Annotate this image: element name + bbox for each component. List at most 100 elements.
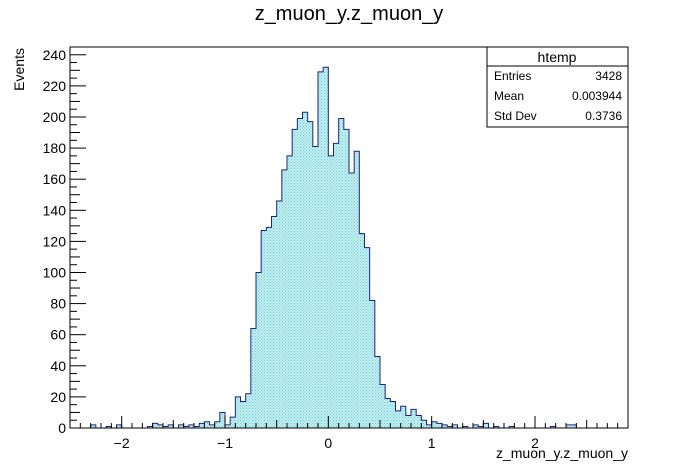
histogram-bar xyxy=(214,421,220,428)
x-tick-label: 2 xyxy=(531,435,539,451)
stats-value-entries: 3428 xyxy=(595,69,622,83)
histogram-bar xyxy=(106,426,112,428)
histogram-bar xyxy=(292,129,298,429)
x-tick-label: 1 xyxy=(428,435,436,451)
histogram-bar xyxy=(354,151,360,428)
histogram-bar xyxy=(442,424,448,428)
histogram-bar xyxy=(178,424,184,428)
histogram-bar xyxy=(188,424,194,428)
histogram-bar xyxy=(312,146,318,428)
histogram-bar xyxy=(338,118,344,428)
stats-box-title: htemp xyxy=(538,49,577,65)
histogram-bar xyxy=(250,328,256,428)
histogram-bar xyxy=(405,415,411,428)
histogram-bar xyxy=(462,426,468,428)
y-tick-label: 140 xyxy=(43,202,67,218)
y-tick-label: 160 xyxy=(43,171,67,187)
histogram-bar xyxy=(168,424,174,428)
histogram-bar xyxy=(256,272,262,428)
histogram-bar xyxy=(566,424,572,428)
histogram-bar xyxy=(245,393,251,428)
histogram-bar xyxy=(116,424,122,428)
histogram-bar xyxy=(152,423,158,428)
stats-label-mean: Mean xyxy=(494,89,524,103)
histogram-bar xyxy=(483,423,489,428)
histogram-bar xyxy=(385,398,391,428)
histogram-bar xyxy=(328,155,334,429)
histogram-bar xyxy=(297,118,303,428)
histogram-bar xyxy=(550,426,556,428)
histogram-bar xyxy=(240,401,246,428)
histogram-bar xyxy=(452,424,458,428)
histogram-bar xyxy=(478,426,484,428)
histogram-bar xyxy=(204,421,210,428)
histogram-bar xyxy=(266,227,272,428)
histogram-bar xyxy=(235,396,241,428)
histogram-bar xyxy=(364,247,370,428)
histogram-bar xyxy=(421,420,427,428)
histogram-bar xyxy=(411,409,417,428)
histogram-bar xyxy=(436,423,442,428)
histogram-bar xyxy=(380,384,386,428)
stats-box: htemp Entries 3428 Mean 0.003944 Std Dev… xyxy=(486,46,629,128)
histogram-bar xyxy=(323,67,329,428)
y-tick-label: 0 xyxy=(58,420,66,436)
histogram-bar xyxy=(431,421,437,428)
x-tick-label: −2 xyxy=(114,435,130,451)
y-tick-label: 20 xyxy=(50,389,66,405)
histogram-bar xyxy=(400,406,406,428)
histogram-bar xyxy=(225,424,231,428)
histogram-bar xyxy=(302,112,308,428)
y-tick-label: 180 xyxy=(43,140,67,156)
stats-box-frame xyxy=(486,46,629,128)
histogram-bar xyxy=(271,216,277,428)
histogram-bar xyxy=(343,129,349,429)
histogram-bar xyxy=(333,143,339,429)
histogram-bar xyxy=(416,415,422,428)
histogram-bar xyxy=(147,426,153,428)
histogram-bar xyxy=(509,426,515,428)
histogram-bar xyxy=(230,417,236,428)
x-tick-label: 0 xyxy=(324,435,332,451)
y-tick-label: 80 xyxy=(50,296,66,312)
y-tick-label: 240 xyxy=(43,47,67,63)
histogram-bar xyxy=(281,169,287,428)
histogram-bar xyxy=(493,426,499,428)
histogram-bar xyxy=(219,412,225,428)
histogram-bar xyxy=(307,121,313,428)
histogram-bar xyxy=(395,410,401,428)
histogram-bar xyxy=(287,155,293,429)
x-tick-label: −1 xyxy=(217,435,233,451)
histogram-bar xyxy=(390,401,396,428)
y-tick-label: 200 xyxy=(43,109,67,125)
histogram-bar xyxy=(359,233,365,428)
histogram-bar xyxy=(194,426,200,428)
y-tick-label: 60 xyxy=(50,327,66,343)
stats-value-mean: 0.003944 xyxy=(572,89,622,103)
x-axis-label: z_muon_y.z_muon_y xyxy=(496,445,628,461)
y-tick-label: 120 xyxy=(43,233,67,249)
histogram-bar xyxy=(209,424,215,428)
y-tick-label: 40 xyxy=(50,358,66,374)
histogram-bar xyxy=(183,426,189,428)
histogram-bar xyxy=(349,172,355,428)
histogram-bar xyxy=(447,426,453,428)
stats-value-stddev: 0.3736 xyxy=(585,109,622,123)
histogram-bar xyxy=(369,300,375,428)
y-tick-label: 100 xyxy=(43,264,67,280)
histogram-bar xyxy=(157,424,163,428)
histogram-bar xyxy=(90,424,96,428)
histogram-bar xyxy=(374,356,380,428)
histogram-bar xyxy=(199,423,205,428)
histogram-bar xyxy=(318,71,324,428)
histogram-bar xyxy=(276,200,282,428)
stats-label-entries: Entries xyxy=(494,69,531,83)
histogram-bars xyxy=(85,66,582,429)
histogram-bar xyxy=(473,424,479,428)
y-tick-label: 220 xyxy=(43,78,67,94)
y-axis-label: Events xyxy=(11,48,27,91)
histogram-bar xyxy=(261,230,267,428)
histogram-bar xyxy=(426,424,432,428)
